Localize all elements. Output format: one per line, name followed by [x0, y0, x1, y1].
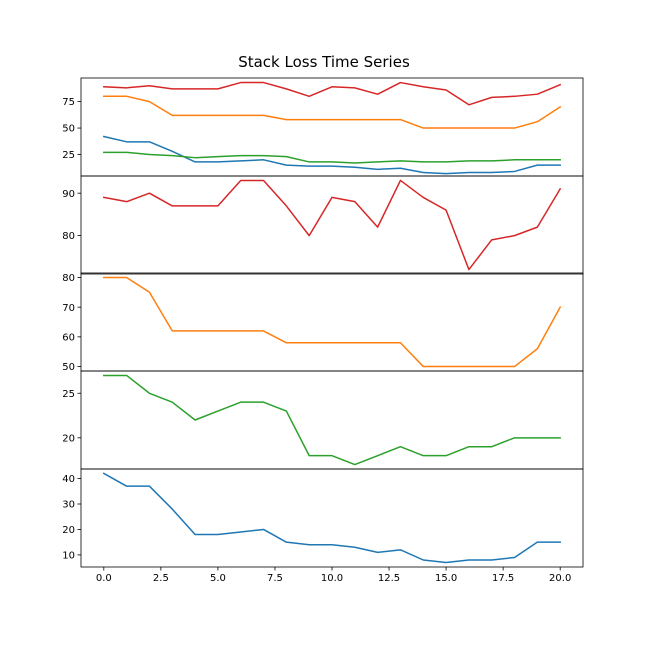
subplot-3: 50 60 70 80 — [62, 272, 584, 373]
y-tick-label: 50 — [62, 124, 75, 135]
series-line-2 — [103, 276, 562, 368]
x-tick-label: 15.0 — [435, 573, 457, 584]
series-line-4 — [102, 179, 562, 271]
y-tick-label: 40 — [62, 474, 75, 485]
x-tick-label: 0.0 — [96, 573, 112, 584]
y-tick-label: 10 — [62, 551, 75, 562]
series-line-2 — [103, 95, 562, 129]
x-tick-label: 10.0 — [321, 573, 343, 584]
y-tick-label: 60 — [62, 332, 75, 343]
axes-frame — [80, 175, 584, 275]
x-tick-label: 2.5 — [153, 573, 169, 584]
y-tick-label: 20 — [62, 525, 75, 536]
y-tick-label: 90 — [62, 189, 75, 200]
axes-frame — [80, 468, 584, 568]
y-tick-label: 20 — [62, 433, 75, 444]
chart-title: Stack Loss Time Series — [238, 53, 410, 71]
y-tick-label: 80 — [62, 273, 75, 284]
y-tick-label: 80 — [62, 231, 75, 242]
x-tick-label: 17.5 — [492, 573, 514, 584]
subplot-2: 80 90 — [62, 175, 584, 275]
series-line-4 — [103, 81, 562, 106]
y-tick-label: 75 — [62, 97, 75, 108]
y-tick-label: 30 — [62, 500, 75, 511]
axes-frame — [80, 370, 584, 470]
x-tick-label: 7.5 — [267, 573, 283, 584]
x-tick-label: 5.0 — [210, 573, 226, 584]
y-tick-label: 50 — [62, 362, 75, 373]
y-tick-label: 70 — [62, 303, 75, 314]
series-line-3 — [103, 151, 561, 164]
series-line-1 — [102, 135, 561, 175]
series-line-3 — [103, 374, 561, 466]
subplot-1: 25 50 75 — [62, 77, 584, 177]
y-tick-label: 25 — [62, 150, 75, 161]
y-tick-label: 25 — [62, 389, 75, 400]
x-tick-label: 20.0 — [549, 573, 571, 584]
series-line-1 — [102, 472, 561, 564]
x-tick-label: 12.5 — [378, 573, 400, 584]
subplot-5: 10 20 30 40 0.0 2.5 5.0 7.5 10.0 12.5 15.0 17.5 20.0 — [62, 468, 584, 584]
axes-frame — [80, 272, 584, 372]
